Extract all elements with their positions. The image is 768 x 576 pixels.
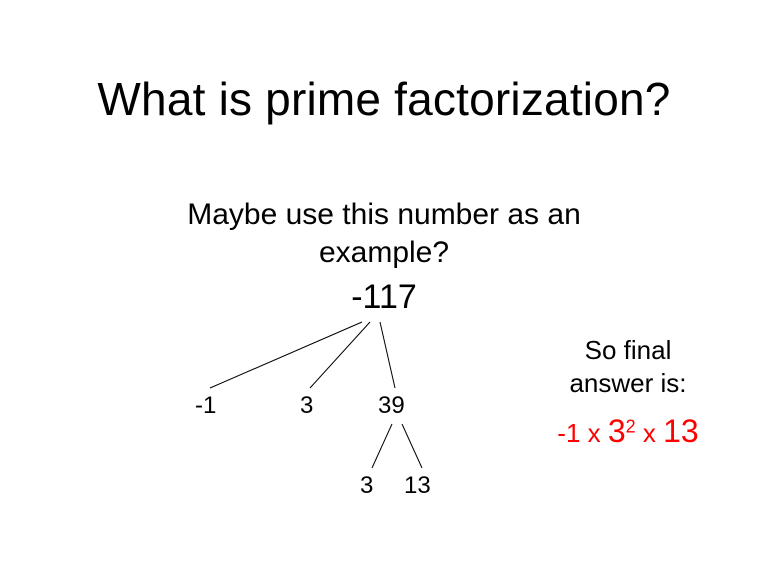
tree-edge (380, 322, 395, 388)
tree-root: -117 (0, 278, 768, 317)
tree-node-3b: 3 (360, 472, 373, 500)
answer-times-2: x (636, 418, 663, 448)
answer-formula: -1 x 32 x 13 (528, 413, 728, 450)
answer-exp-1: 2 (626, 416, 636, 436)
answer-label: So final answer is: (528, 334, 728, 399)
subtitle-line-1: Maybe use this number as an (187, 198, 581, 231)
tree-edge (210, 322, 362, 388)
tree-node-neg1: -1 (195, 392, 216, 420)
tree-edge (372, 424, 392, 468)
tree-node-3a: 3 (300, 392, 313, 420)
subtitle-line-2: example? (319, 236, 449, 269)
answer-block: So final answer is: -1 x 32 x 13 (528, 334, 728, 450)
tree-edge (402, 424, 422, 468)
slide: What is prime factorization? Maybe use t… (0, 0, 768, 576)
answer-neg: -1 (557, 418, 580, 448)
tree-node-39: 39 (378, 392, 405, 420)
tree-node-13: 13 (404, 472, 431, 500)
answer-label-line-1: So final (585, 335, 672, 365)
slide-subtitle: Maybe use this number as an example? (0, 196, 768, 271)
answer-label-line-2: answer is: (569, 368, 686, 398)
slide-title: What is prime factorization? (0, 72, 768, 126)
answer-base-1: 3 (608, 413, 626, 449)
answer-base-2: 13 (663, 413, 699, 449)
answer-times-1: x (580, 418, 607, 448)
